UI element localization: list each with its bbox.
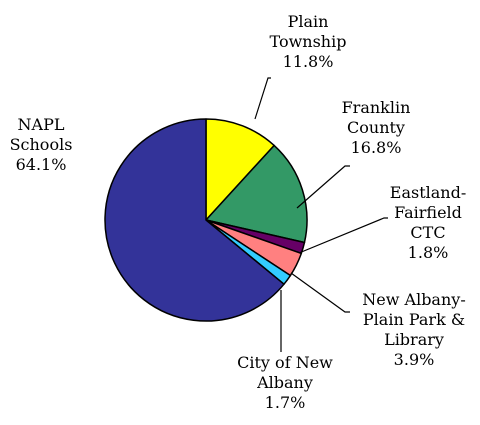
slice-label-line: Library bbox=[384, 330, 444, 349]
slice-label-line: New Albany- bbox=[362, 290, 466, 309]
slice-label-line: Schools bbox=[9, 135, 73, 154]
slice-label-new-albany-plain-park-library: New Albany- Plain Park & Library 3.9% bbox=[352, 290, 476, 370]
slice-label-city-of-new-albany: City of New Albany 1.7% bbox=[222, 353, 348, 413]
slice-value-label: 1.7% bbox=[264, 393, 306, 412]
pie-slices bbox=[104, 118, 308, 322]
slice-value-label: 16.8% bbox=[350, 138, 402, 157]
slice-value-label: 1.8% bbox=[407, 243, 449, 262]
slice-label-line: Franklin bbox=[341, 98, 411, 117]
slice-label-line: City of New bbox=[237, 353, 333, 372]
slice-label-line: Eastland- bbox=[389, 183, 467, 202]
slice-label-plain-township: Plain Township 11.8% bbox=[258, 12, 358, 72]
slice-label-line: Plain Park & bbox=[362, 310, 466, 329]
leader-line-eastland-fairfield bbox=[298, 217, 388, 254]
pie-slice-0 bbox=[205, 118, 275, 221]
slice-value-label: 64.1% bbox=[15, 155, 67, 174]
slice-label-line: Albany bbox=[257, 373, 313, 392]
slice-label-line: County bbox=[347, 118, 405, 137]
slice-label-eastland-fairfield-ctc: Eastland- Fairfield CTC 1.8% bbox=[385, 183, 471, 263]
slice-label-line: Township bbox=[269, 32, 347, 51]
pie-slice-1 bbox=[205, 144, 308, 244]
leader-line-new-albany-plain-park bbox=[290, 272, 350, 313]
slice-value-label: 3.9% bbox=[393, 350, 435, 369]
slice-label-napl-schools: NAPL Schools 64.1% bbox=[3, 115, 79, 175]
slice-value-label: 11.8% bbox=[282, 52, 334, 71]
slice-label-line: NAPL bbox=[17, 115, 65, 134]
leader-line-plain-township bbox=[254, 77, 271, 120]
slice-label-line: CTC bbox=[410, 223, 446, 242]
leader-line-franklin-county bbox=[296, 165, 350, 209]
leader-lines bbox=[254, 77, 388, 352]
slice-label-franklin-county: Franklin County 16.8% bbox=[336, 98, 416, 158]
pie-slice-5 bbox=[104, 118, 285, 322]
slice-label-line: Fairfield bbox=[394, 203, 462, 222]
slice-label-line: Plain bbox=[287, 12, 329, 31]
